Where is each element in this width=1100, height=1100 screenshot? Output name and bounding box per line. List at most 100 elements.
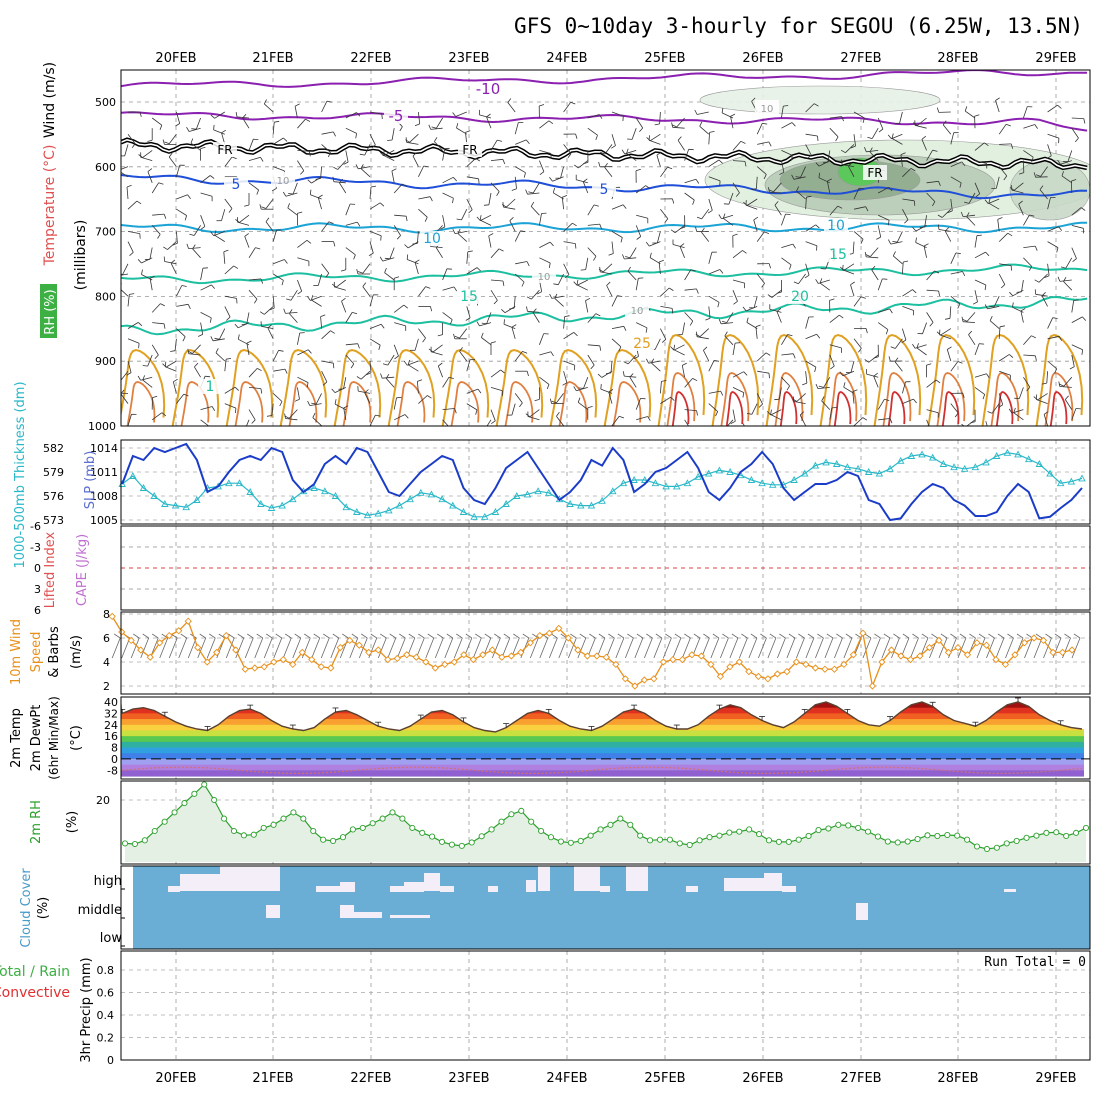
wind-barb (1046, 371, 1048, 384)
wind-barb (999, 143, 1012, 145)
wind-barb (165, 360, 177, 368)
wind-barb (629, 376, 637, 388)
temp-contour-30 (990, 372, 1020, 426)
wind-barb (360, 370, 371, 380)
wind10-speed-point (707, 660, 715, 669)
wind-barb-flag (1046, 155, 1052, 159)
rh-point (508, 811, 515, 818)
wind-barb (732, 160, 746, 162)
wind-barb-flag (1010, 265, 1012, 271)
tmp-panel-frame (120, 696, 1091, 780)
rh-point (181, 800, 188, 807)
wind-barb-flag (356, 376, 362, 380)
wind10-speed-point (507, 652, 515, 660)
wind10-barb (748, 637, 758, 659)
wind-barb (407, 259, 419, 265)
wind10-barb-flag (465, 633, 473, 639)
wind10-speed-point (450, 658, 458, 666)
wind-barb-flag (694, 109, 698, 115)
wind-barb (878, 308, 890, 313)
wind10-speed-point (431, 664, 439, 672)
wind-barb (394, 322, 406, 327)
wind-barb-flag (938, 181, 941, 187)
wind10-barb-flag (921, 633, 929, 639)
wind-barb-flag (735, 192, 740, 197)
wind-barb (649, 257, 661, 265)
wind-barb (998, 393, 1004, 405)
wind-barb (212, 338, 225, 342)
wind-barb-flag (1044, 275, 1050, 278)
wind-barb-flag (214, 337, 220, 340)
rh-point (141, 837, 148, 844)
wind-barb-flag (333, 241, 336, 247)
wind10-barb (938, 637, 948, 659)
wind-barb-flag (476, 216, 481, 221)
contour-label: FR (217, 143, 232, 157)
wind-barb (950, 295, 961, 305)
wind-barb-flag (733, 300, 738, 305)
wind10-speed-point (621, 675, 630, 683)
wind-barb (732, 343, 736, 356)
rh-point (855, 824, 862, 831)
wind-barb-flag (526, 261, 530, 267)
wind-barb-flag (962, 271, 966, 277)
wind-barb (732, 141, 742, 151)
wind-barb (192, 344, 201, 354)
wind-barb-flag (320, 314, 326, 317)
wind-barb (753, 296, 758, 308)
wind-barb-flag (1058, 381, 1061, 387)
wind-barb (708, 198, 713, 211)
wind-barb (997, 219, 1000, 232)
wind10-barb-flag (760, 633, 767, 639)
wind-barb (805, 333, 817, 340)
wind-barb-flag (923, 243, 929, 247)
wind-barb (660, 328, 667, 340)
wind-barb (651, 362, 661, 372)
wind-barb-flag (954, 412, 959, 418)
wind-barb-flag (944, 227, 950, 232)
wind10-speed-point (270, 658, 278, 666)
wind-barb (585, 300, 589, 313)
contour-label-bg (788, 289, 812, 304)
wind-barb-flag (549, 398, 552, 404)
wind-barb-flag (278, 349, 284, 352)
wind-barb (297, 150, 310, 152)
thickness-point (427, 490, 436, 498)
wind-barb (190, 142, 201, 151)
wind-barb-flag (976, 234, 982, 237)
wind-barb-flag (783, 105, 789, 107)
wind-barb (998, 166, 1008, 177)
wind-barb (853, 231, 864, 240)
wind-barb (708, 403, 718, 412)
wind-barb-flag (1007, 232, 1013, 237)
wind-barb (369, 414, 376, 426)
wind-barb-flag (279, 401, 283, 407)
cloud-block (686, 886, 698, 892)
wind-barb (292, 182, 298, 195)
rh-point (379, 815, 386, 822)
wind-barb (176, 111, 181, 124)
thickness-point (832, 460, 841, 467)
rh-point (151, 827, 158, 835)
wind10-speed-line (111, 616, 1073, 689)
wind-barb-flag (599, 223, 602, 229)
wind10-barb-flag (256, 633, 263, 639)
wind-barb-flag (501, 425, 502, 426)
wind-barb (805, 103, 815, 113)
wind-barb-flag (394, 355, 399, 360)
wind-barb (842, 370, 855, 377)
wind-barb (382, 257, 395, 262)
wind10-speed-point (1030, 634, 1038, 642)
wind10-barb-flag (978, 633, 986, 639)
wind-barb (539, 160, 545, 172)
wind-barb (457, 233, 468, 242)
thickness-point (726, 468, 734, 475)
cloud-block (340, 882, 355, 892)
wind-barb-flag (647, 416, 651, 421)
slp-tick-label: 1011 (90, 466, 118, 479)
cloud-block (354, 912, 382, 918)
wind10-barb (682, 637, 691, 659)
wind10-barb-flag (408, 633, 416, 639)
wind-barb (321, 131, 334, 135)
wind-barb (244, 236, 250, 248)
